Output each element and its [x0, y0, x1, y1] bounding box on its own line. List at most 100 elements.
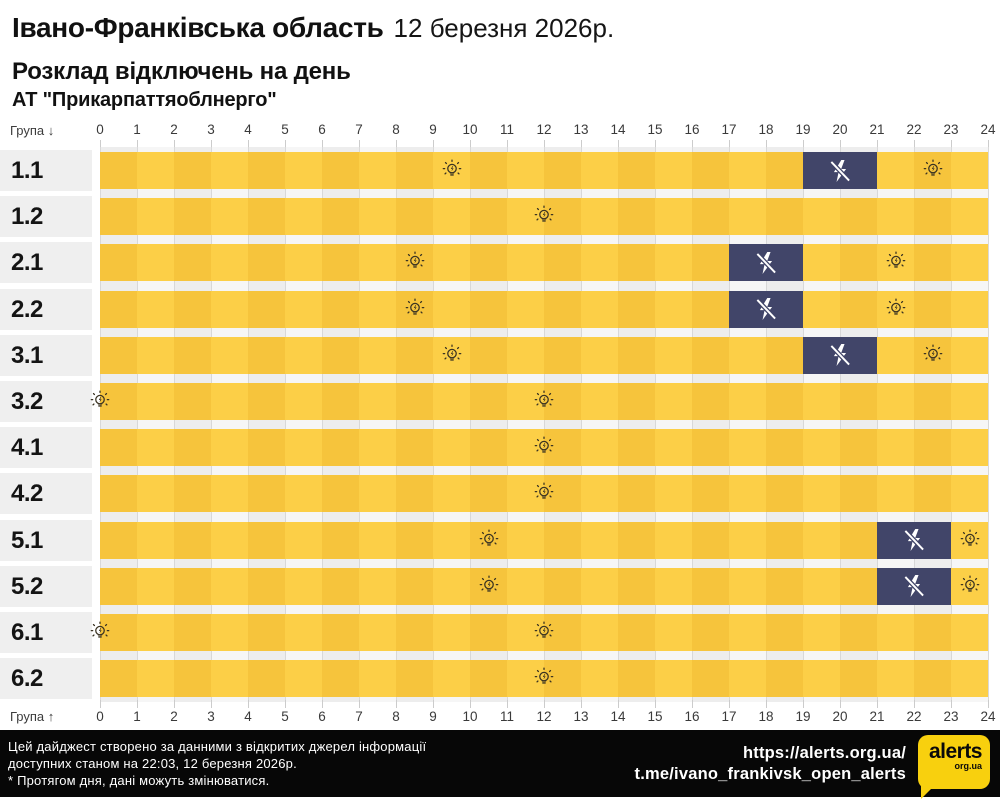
hour-label-22: 22: [906, 709, 922, 724]
power-on-bulb-icon: [534, 667, 554, 684]
hour-label-10: 10: [462, 709, 478, 724]
power-timeline-bar: [90, 383, 988, 420]
footer-url-link[interactable]: https://alerts.org.ua/: [742, 743, 906, 762]
hour-label-8: 8: [392, 709, 400, 724]
hour-label-3: 3: [207, 122, 215, 137]
power-timeline-bar: [100, 336, 988, 374]
hour-label-21: 21: [869, 122, 885, 137]
hour-label-1: 1: [133, 122, 141, 137]
outage-segment: [877, 567, 951, 605]
hour-tick: [211, 700, 212, 708]
hour-label-23: 23: [943, 709, 959, 724]
outage-segment: [729, 290, 803, 328]
hour-label-4: 4: [244, 709, 252, 724]
hour-label-12: 12: [536, 122, 552, 137]
hour-label-2: 2: [170, 709, 178, 724]
group-row-4.1: 4.1: [0, 424, 1000, 470]
power-on-bulb-icon: [960, 529, 979, 546]
hour-label-14: 14: [610, 122, 626, 137]
hour-label-1: 1: [133, 709, 141, 724]
hour-tick: [100, 140, 101, 148]
hour-tick: [137, 140, 138, 148]
power-on-bulb-icon: [442, 344, 461, 361]
bulb-marker: [959, 575, 981, 597]
power-timeline-bar: [100, 429, 988, 467]
hour-tick: [470, 700, 471, 708]
hour-label-7: 7: [355, 122, 363, 137]
alerts-logo: alerts org.ua: [918, 734, 990, 799]
chart-grid-background: [100, 147, 989, 702]
hour-tick: [174, 140, 175, 148]
hour-tick: [840, 140, 841, 148]
group-label: 2.1: [0, 242, 92, 284]
hour-label-20: 20: [832, 122, 848, 137]
power-off-icon: [903, 529, 925, 552]
group-row-6.2: 6.2: [0, 655, 1000, 701]
footer-bar: Цей дайджест створено за данними з відкр…: [0, 730, 1000, 799]
hour-tick: [211, 140, 212, 148]
hour-tick: [914, 700, 915, 708]
hour-tick: [544, 140, 545, 148]
footer-note-line1: Цей дайджест створено за данними з відкр…: [8, 739, 427, 754]
group-label: 1.2: [0, 196, 92, 238]
group-row-5.2: 5.2: [0, 563, 1000, 609]
hour-label-10: 10: [462, 122, 478, 137]
power-on-bulb-icon: [923, 159, 942, 176]
bulb-marker: [404, 298, 426, 320]
hour-label-11: 11: [499, 709, 515, 724]
hour-tick: [988, 140, 989, 148]
hour-label-17: 17: [721, 122, 737, 137]
hour-label-24: 24: [980, 122, 996, 137]
hour-tick: [581, 140, 582, 148]
bulb-marker: [533, 482, 555, 504]
hour-tick: [248, 700, 249, 708]
hour-tick: [322, 140, 323, 148]
hour-label-20: 20: [832, 709, 848, 724]
header: Івано-Франківська область 12 березня 2026…: [12, 12, 988, 112]
hour-label-11: 11: [499, 122, 515, 137]
power-on-bulb-icon: [534, 205, 554, 222]
hour-label-13: 13: [573, 709, 589, 724]
hour-tick: [544, 700, 545, 708]
hour-tick: [803, 140, 804, 148]
group-row-1.2: 1.2: [0, 193, 1000, 239]
hour-tick: [285, 140, 286, 148]
hour-tick: [248, 140, 249, 148]
outage-segment: [803, 336, 877, 374]
hour-label-21: 21: [869, 709, 885, 724]
hour-label-18: 18: [758, 122, 774, 137]
hour-label-16: 16: [684, 709, 700, 724]
hour-label-3: 3: [207, 709, 215, 724]
hour-tick: [174, 700, 175, 708]
schedule-rows: 1.1 1.2 2.1: [0, 147, 1000, 703]
outage-segment: [729, 244, 803, 282]
hour-tick: [729, 140, 730, 148]
group-label: 6.2: [0, 658, 92, 700]
title-line: Івано-Франківська область 12 березня 2026…: [12, 12, 988, 44]
power-on-bulb-icon: [534, 621, 554, 638]
hour-tick: [507, 700, 508, 708]
hour-label-6: 6: [318, 122, 326, 137]
bulb-marker: [533, 390, 555, 412]
hour-tick: [618, 140, 619, 148]
power-timeline-bar: [100, 152, 988, 189]
hour-tick: [470, 140, 471, 148]
power-timeline-bar: [90, 614, 988, 651]
hour-tick: [692, 140, 693, 148]
hour-tick: [692, 700, 693, 708]
bulb-marker: [922, 159, 944, 181]
hour-tick: [581, 700, 582, 708]
hour-tick: [914, 140, 915, 148]
footer-telegram-link[interactable]: t.me/ivano_frankivsk_open_alerts: [634, 764, 906, 783]
group-label: 6.1: [0, 612, 92, 653]
hour-tick: [285, 700, 286, 708]
bulb-marker: [922, 344, 944, 366]
hour-tick: [507, 140, 508, 148]
hour-tick: [803, 700, 804, 708]
group-row-2.2: 2.2: [0, 286, 1000, 332]
bulb-marker: [885, 251, 907, 273]
hour-label-13: 13: [573, 122, 589, 137]
power-on-bulb-icon: [405, 251, 424, 268]
bulb-marker: [885, 298, 907, 320]
footer-note-line2: доступних станом на 22:03, 12 березня 20…: [8, 756, 297, 771]
